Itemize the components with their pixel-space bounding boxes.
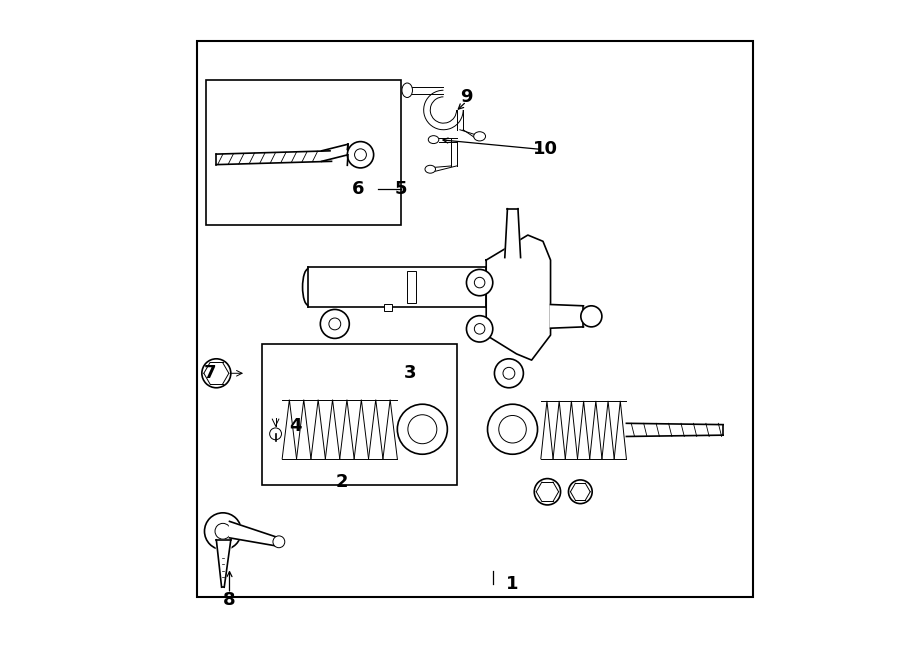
- Text: 7: 7: [203, 364, 216, 382]
- Ellipse shape: [473, 132, 485, 141]
- Bar: [206, 81, 400, 225]
- Circle shape: [466, 316, 493, 342]
- Circle shape: [499, 416, 526, 443]
- Circle shape: [202, 359, 230, 388]
- Text: 2: 2: [335, 473, 347, 491]
- Circle shape: [397, 405, 447, 454]
- Text: 6: 6: [352, 180, 365, 198]
- Text: 1: 1: [507, 575, 518, 593]
- Polygon shape: [505, 209, 520, 258]
- Polygon shape: [216, 540, 230, 587]
- Circle shape: [466, 270, 493, 295]
- Circle shape: [488, 405, 537, 454]
- Text: 5: 5: [394, 180, 407, 198]
- Polygon shape: [230, 522, 279, 547]
- Bar: [384, 304, 392, 311]
- Polygon shape: [486, 235, 551, 360]
- Bar: [407, 271, 416, 303]
- Circle shape: [569, 480, 592, 504]
- Ellipse shape: [425, 165, 436, 173]
- Circle shape: [408, 414, 436, 444]
- Text: 10: 10: [533, 141, 558, 159]
- Bar: [263, 344, 456, 485]
- Polygon shape: [309, 266, 486, 307]
- Ellipse shape: [402, 83, 412, 97]
- Circle shape: [535, 479, 561, 505]
- Ellipse shape: [428, 136, 439, 143]
- Polygon shape: [551, 305, 583, 329]
- Text: 4: 4: [289, 417, 302, 435]
- Circle shape: [580, 306, 602, 327]
- Circle shape: [494, 359, 524, 388]
- Circle shape: [273, 536, 284, 548]
- Text: 8: 8: [223, 592, 236, 609]
- Polygon shape: [626, 423, 724, 436]
- Polygon shape: [331, 144, 348, 159]
- Text: 3: 3: [404, 364, 417, 382]
- Circle shape: [347, 141, 374, 168]
- Circle shape: [204, 513, 241, 550]
- Text: 9: 9: [460, 88, 473, 106]
- Polygon shape: [486, 254, 547, 341]
- Circle shape: [320, 309, 349, 338]
- Bar: [196, 41, 752, 597]
